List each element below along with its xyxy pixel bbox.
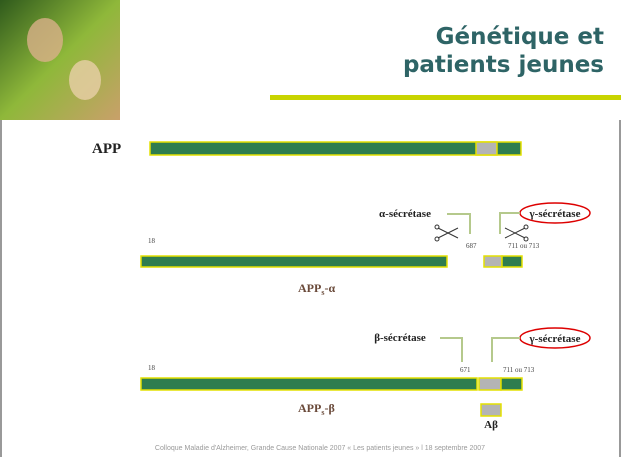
- arrow: [447, 214, 470, 234]
- position: 18: [148, 364, 156, 372]
- enzyme-label: γ-sécrétase: [529, 208, 581, 220]
- slide: Génétique et patients jeunes APP α-sécré…: [0, 0, 621, 457]
- enzyme-label: γ-sécrétase: [529, 333, 581, 345]
- scissors: [435, 225, 458, 241]
- abeta-region: [479, 378, 501, 390]
- fragment-bar: [141, 378, 477, 390]
- product-label: APPs-β: [298, 401, 335, 417]
- peptide-label: Aβ: [484, 419, 498, 431]
- photo: [0, 0, 120, 120]
- app-bar: [150, 142, 521, 155]
- photo-figure: [69, 60, 101, 100]
- footer: Colloque Maladie d'Alzheimer, Grande Cau…: [155, 445, 485, 452]
- fragment-bar: [502, 256, 522, 267]
- abeta-region: [484, 256, 502, 267]
- position: 687: [466, 242, 477, 250]
- position: 711 ou 713: [508, 242, 540, 250]
- scissors: [505, 225, 528, 241]
- fragment-bar: [141, 256, 447, 267]
- position: 711 ou 713: [503, 366, 535, 374]
- title: Génétique et: [436, 24, 604, 50]
- arrow: [492, 338, 520, 362]
- abeta-region: [476, 142, 497, 155]
- abeta-peptide: [481, 404, 501, 416]
- arrow: [440, 338, 462, 362]
- product-label: APPs-α: [298, 281, 335, 297]
- enzyme-label: α-sécrétase: [379, 208, 431, 220]
- fragment-bar: [501, 378, 522, 390]
- app-label: APP: [92, 141, 121, 157]
- photo-figure: [27, 18, 63, 62]
- title: patients jeunes: [403, 52, 604, 78]
- position: 18: [148, 237, 156, 245]
- position: 671: [460, 366, 471, 374]
- enzyme-label: β-sécrétase: [374, 332, 426, 344]
- title-underline: [270, 95, 621, 100]
